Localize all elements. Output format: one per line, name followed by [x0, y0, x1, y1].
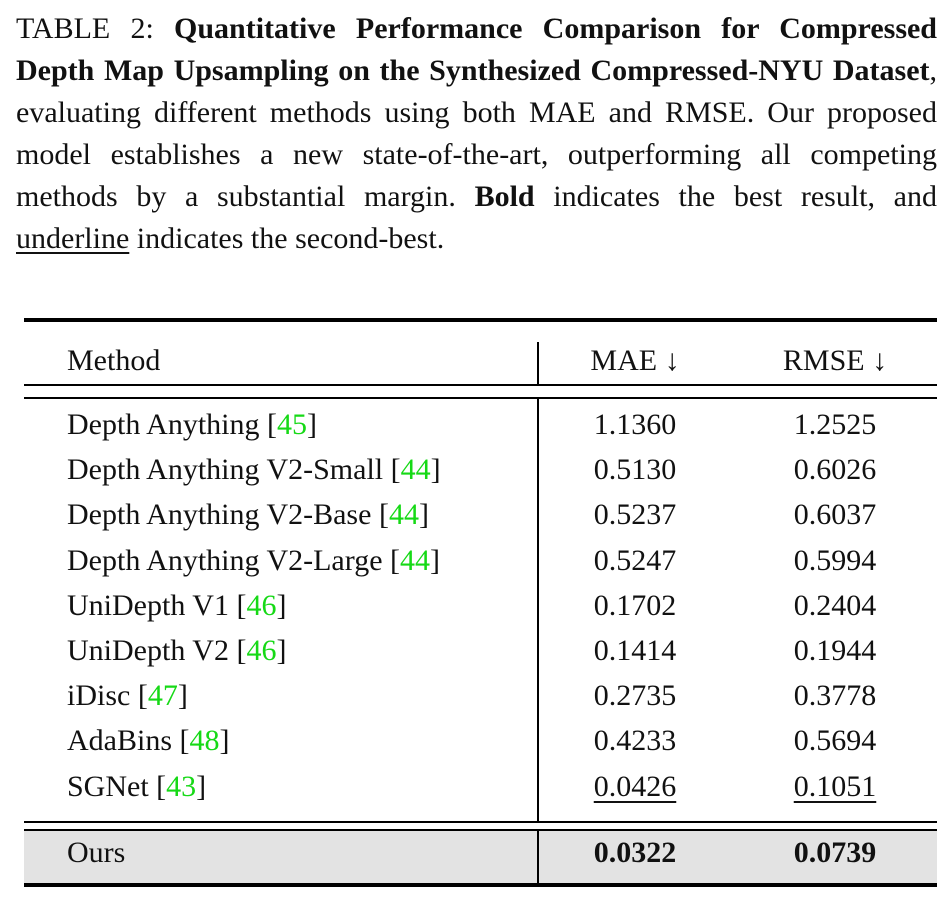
table-row: SGNet [43] 0.0426 0.1051 — [24, 764, 937, 809]
header-rule — [24, 384, 937, 386]
method-cell: AdaBins [48] — [67, 724, 230, 758]
mae-cell: 0.0426 — [593, 769, 677, 803]
method-cell: SGNet [43] — [67, 769, 207, 803]
mae-cell: 0.5130 — [593, 453, 677, 487]
citation-link[interactable]: 44 — [400, 543, 431, 577]
header-mae: MAE ↓ — [590, 344, 680, 377]
method-name: SGNet — [67, 769, 149, 803]
method-cell: iDisc [47] — [67, 679, 188, 713]
citation-link[interactable]: 44 — [388, 498, 419, 532]
rmse-cell: 0.1051 — [793, 769, 877, 803]
mae-cell: 1.1360 — [593, 408, 677, 441]
rmse-cell: 0.0739 — [793, 836, 877, 869]
table-row: AdaBins [48] 0.4233 0.5694 — [24, 718, 937, 763]
column-divider — [537, 399, 539, 821]
table-row: Depth Anything V2-Base [44] 0.5237 0.6037 — [24, 492, 937, 537]
header-rule-double — [24, 397, 937, 399]
rmse-cell: 0.6037 — [793, 498, 877, 532]
table-caption: TABLE 2: Quantitative Performance Compar… — [16, 8, 937, 260]
citation-link[interactable]: 46 — [246, 588, 277, 622]
ours-row-background — [24, 831, 937, 883]
table-row: Depth Anything [45] 1.1360 1.2525 — [24, 402, 937, 447]
method-name: UniDepth V1 — [67, 588, 229, 622]
method-name: iDisc — [67, 679, 131, 713]
method-cell: Depth Anything V2-Large [44] — [67, 543, 441, 577]
method-name: UniDepth V2 — [67, 634, 229, 667]
ours-rule — [24, 821, 937, 823]
caption-title: Quantitative Performance Comparison for … — [16, 12, 937, 87]
table-header-row: Method MAE ↓ RMSE ↓ — [24, 338, 937, 383]
rmse-cell: 0.5694 — [793, 724, 877, 758]
method-cell: Depth Anything V2-Base [44] — [67, 498, 429, 532]
method-name: Depth Anything V2-Large — [67, 543, 383, 577]
header-method: Method — [67, 344, 161, 377]
citation-link[interactable]: 45 — [277, 408, 307, 441]
column-divider — [537, 342, 539, 384]
method-cell: UniDepth V2 [46] — [67, 634, 287, 667]
method-name: AdaBins — [67, 724, 172, 758]
mae-cell: 0.1702 — [593, 588, 677, 622]
column-divider — [537, 831, 539, 883]
method-name: Depth Anything V2-Small — [67, 453, 384, 487]
method-name: Depth Anything — [67, 408, 260, 441]
method-cell: Depth Anything [45] — [67, 408, 317, 441]
caption-text-2: indicates the best result, and — [534, 180, 937, 213]
header-rmse: RMSE ↓ — [782, 344, 888, 377]
top-rule — [24, 318, 937, 322]
table-row: Depth Anything V2-Small [44] 0.5130 0.6026 — [24, 447, 937, 492]
table-row: Depth Anything V2-Large [44] 0.5247 0.5994 — [24, 538, 937, 583]
caption-text-1: , evaluating different methods using bot… — [16, 54, 937, 213]
rmse-cell: 0.5994 — [793, 543, 877, 577]
caption-text-3: indicates the second-best. — [129, 222, 445, 255]
citation-link[interactable]: 44 — [400, 453, 431, 487]
rmse-cell: 0.3778 — [793, 679, 877, 713]
method-cell: Depth Anything V2-Small [44] — [67, 453, 441, 487]
mae-cell: 0.5247 — [593, 543, 677, 577]
mae-cell: 0.4233 — [593, 724, 677, 758]
mae-cell: 0.2735 — [593, 679, 677, 713]
citation-link[interactable]: 48 — [189, 724, 220, 758]
rmse-cell: 1.2525 — [793, 408, 877, 441]
table-row: UniDepth V2 [46] 0.1414 0.1944 — [24, 628, 937, 673]
bottom-rule — [24, 883, 937, 887]
caption-bold-word: Bold — [474, 180, 535, 213]
rmse-cell: 0.2404 — [793, 588, 877, 622]
method-cell: Ours — [67, 836, 126, 869]
rmse-cell: 0.1944 — [793, 634, 877, 667]
mae-cell: 0.0322 — [593, 836, 677, 869]
table-row: iDisc [47] 0.2735 0.3778 — [24, 673, 937, 718]
mae-cell: 0.1414 — [593, 634, 677, 667]
citation-link[interactable]: 46 — [246, 634, 277, 667]
method-cell: UniDepth V1 [46] — [67, 588, 287, 622]
ours-rule-double — [24, 829, 937, 831]
citation-link[interactable]: 43 — [166, 769, 197, 803]
method-name: Depth Anything V2-Base — [67, 498, 372, 532]
table-row: UniDepth V1 [46] 0.1702 0.2404 — [24, 583, 937, 628]
citation-link[interactable]: 47 — [147, 679, 178, 713]
caption-underline-word: underline — [16, 222, 130, 255]
mae-cell: 0.5237 — [593, 498, 677, 532]
rmse-cell: 0.6026 — [793, 453, 877, 487]
table-row-ours: Ours 0.0322 0.0739 — [24, 827, 937, 879]
caption-label: TABLE 2: — [16, 12, 175, 45]
